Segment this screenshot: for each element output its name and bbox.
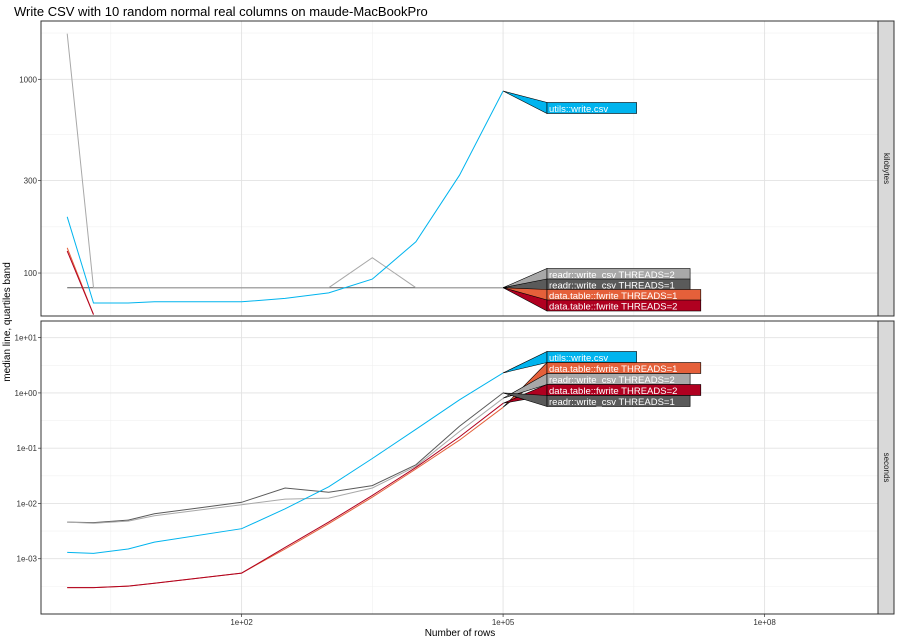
direct-label-text: utils::write.csv [549, 104, 608, 115]
direct-label-text: readr::write_csv THREADS=2 [549, 375, 675, 386]
facet-strip-label: kilobytes [882, 153, 891, 184]
y-tick-label: 1000 [19, 75, 37, 84]
y-axis-label: median line, quartiles band [2, 262, 13, 382]
series-line [66, 33, 504, 289]
direct-label-text: data.table::fwrite THREADS=1 [549, 364, 677, 375]
chart-title: Write CSV with 10 random normal real col… [14, 4, 428, 19]
panel-kilobytes: 100 300 1000utils::write.csvreadr::write_c… [19, 20, 895, 317]
y-tick-label: 1e-02 [17, 499, 38, 508]
facet-strip-label: seconds [882, 453, 891, 483]
direct-label-text: readr::write_csv THREADS=1 [549, 397, 675, 408]
panel-seconds: 1e-03 1e-02 1e-01 1e+00 1e+01utils::write.cs… [15, 320, 895, 627]
x-tick-label: 1e+05 [492, 618, 515, 627]
direct-label-text: data.table::fwrite THREADS=2 [549, 301, 677, 312]
y-tick-label: 1e-01 [17, 444, 38, 453]
direct-label-text: data.table::fwrite THREADS=1 [549, 291, 677, 302]
y-tick-label: 300 [24, 177, 38, 186]
y-tick-label: 1e+01 [15, 334, 38, 343]
series-line [67, 397, 504, 524]
panel-background [41, 321, 878, 614]
y-tick-label: 1e+00 [15, 389, 38, 398]
y-tick-label: 1e-03 [17, 555, 38, 564]
y-tick-label: 100 [24, 269, 38, 278]
direct-label-text: data.table::fwrite THREADS=2 [549, 386, 677, 397]
series-line [66, 250, 94, 315]
direct-label-box [546, 395, 691, 407]
direct-label-box [546, 299, 702, 312]
series-line [67, 372, 504, 554]
x-tick-label: 1e+08 [753, 618, 776, 627]
direct-label-text: readr::write_csv THREADS=2 [549, 270, 675, 281]
series-group [66, 33, 504, 315]
panels: 1003001000utils::write.csvreadr::write_c… [15, 20, 895, 627]
series-line [67, 392, 504, 524]
x-tick-label: 1e+02 [230, 618, 253, 627]
direct-label-text: utils::write.csv [549, 353, 608, 364]
series-line [67, 402, 504, 589]
panel-background [41, 21, 878, 316]
facet-strip [877, 20, 895, 317]
series-group [67, 372, 504, 589]
direct-label-text: readr::write_csv THREADS=1 [549, 280, 675, 291]
x-axis-label: Number of rows [425, 628, 496, 639]
direct-label-box [546, 102, 637, 114]
series-line [66, 90, 504, 304]
facet-strip [877, 320, 895, 615]
